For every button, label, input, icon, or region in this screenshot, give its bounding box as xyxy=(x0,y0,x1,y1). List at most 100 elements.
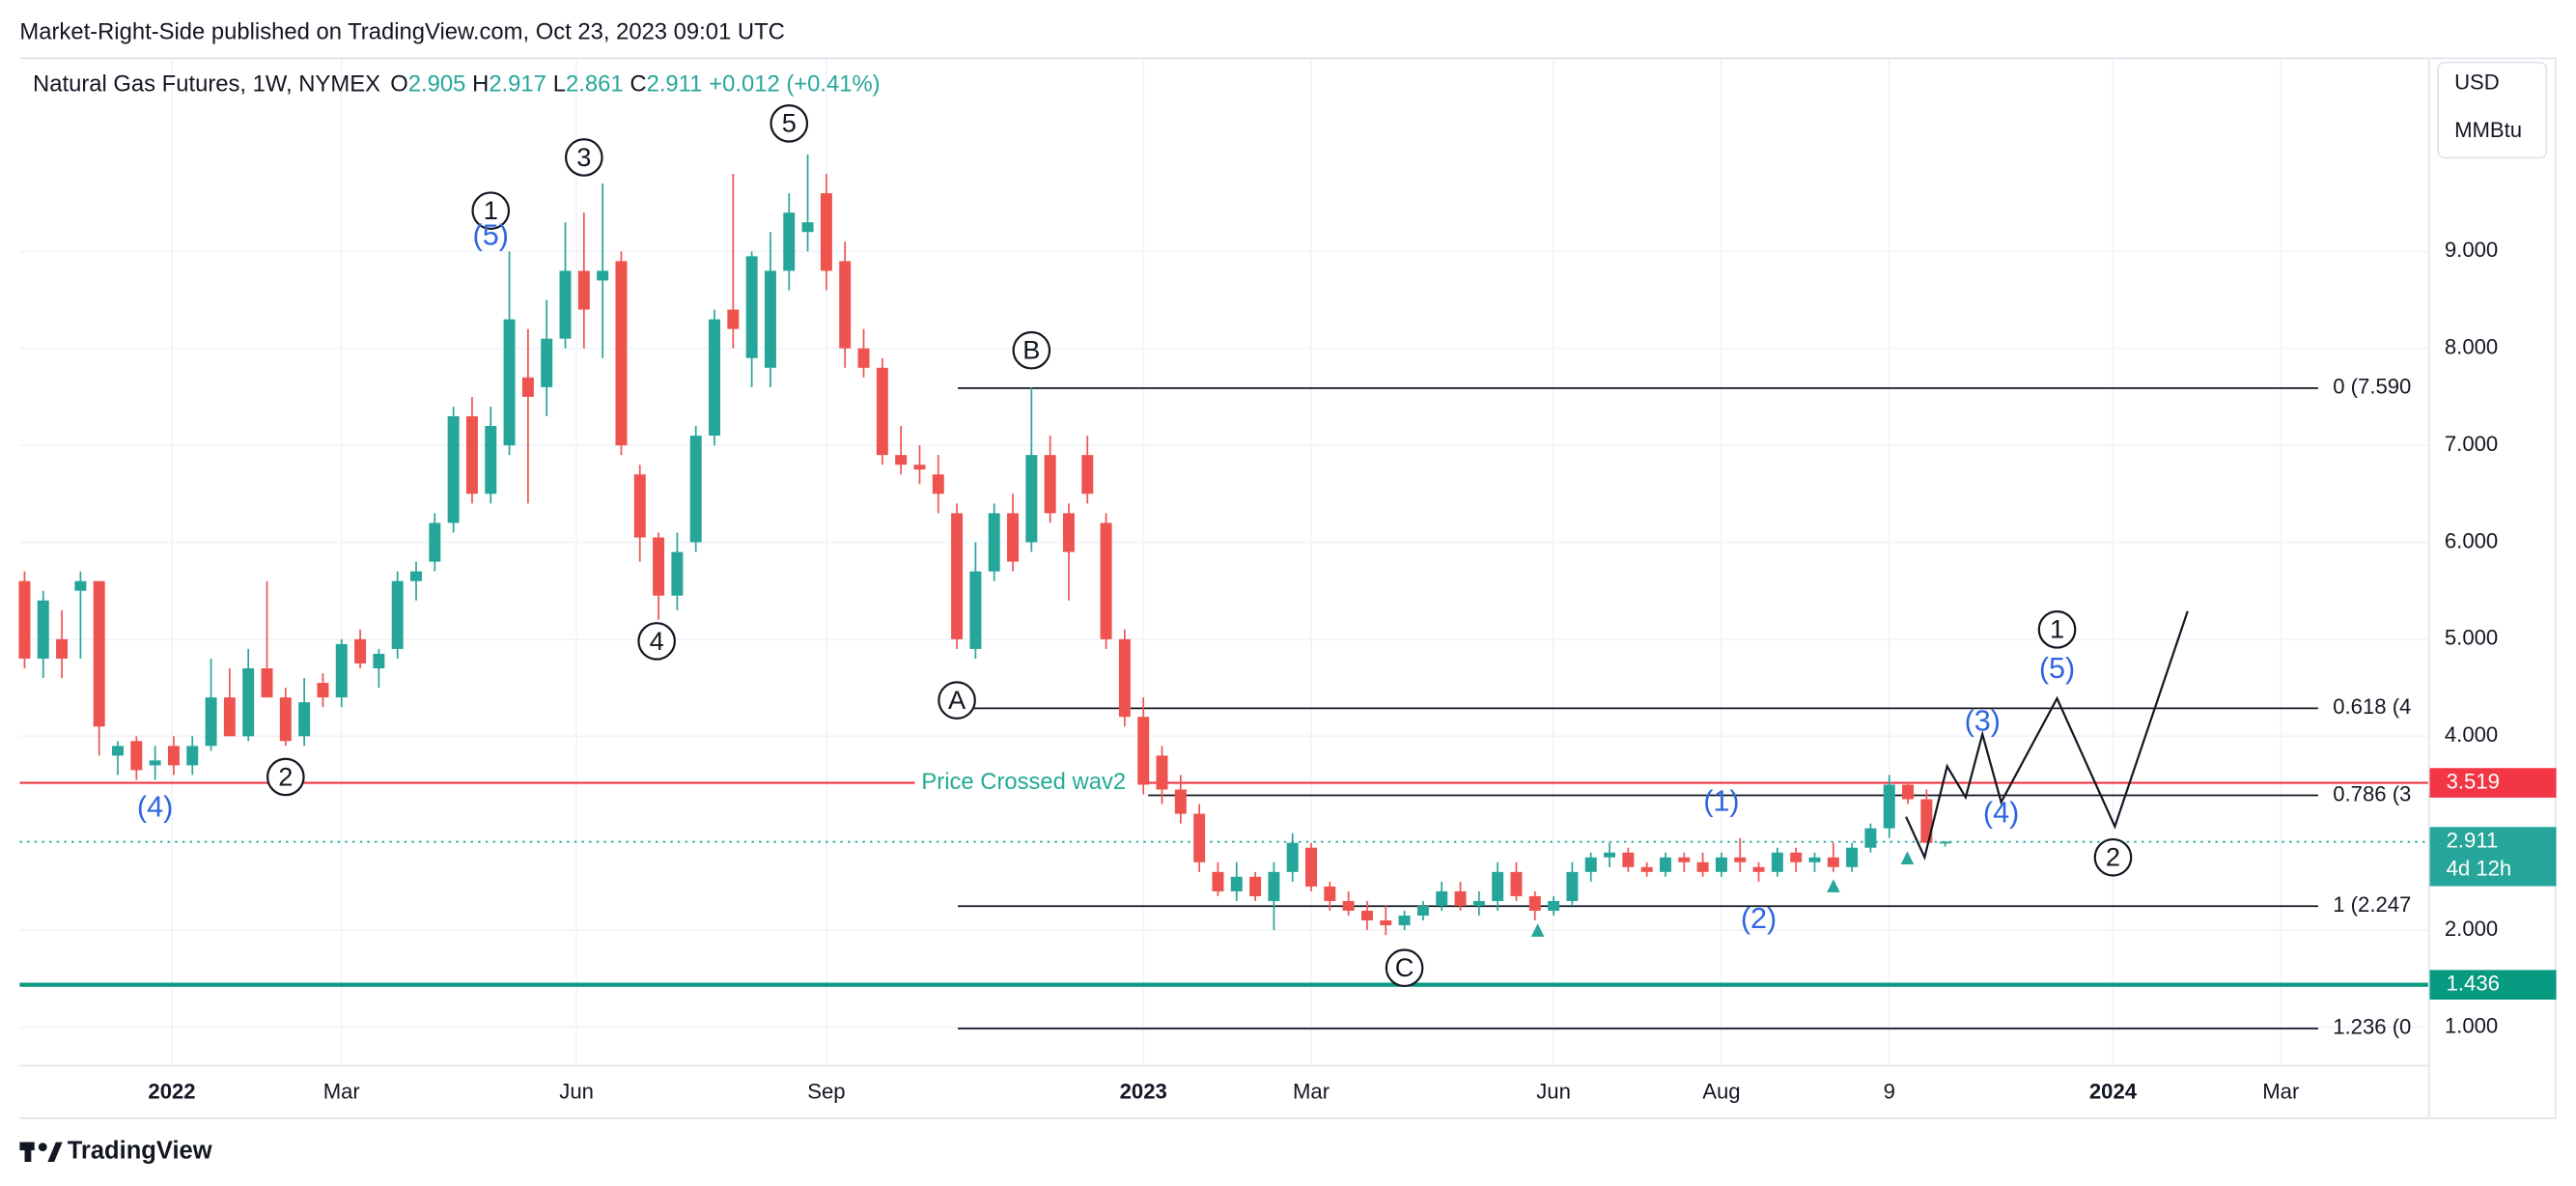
countdown-label: 4d 12h xyxy=(2447,856,2512,880)
projection-path xyxy=(1905,610,2189,861)
candle-body xyxy=(1305,847,1318,887)
publisher: Market-Right-Side published on TradingVi… xyxy=(19,18,784,44)
x-tick-label: Jun xyxy=(559,1079,594,1103)
candle-body xyxy=(149,760,161,766)
candle-body xyxy=(1752,866,1765,872)
legend-key: H xyxy=(472,71,489,98)
candle-body xyxy=(951,513,964,639)
wave-label: 1 xyxy=(2050,614,2064,644)
candle-body xyxy=(1416,905,1429,916)
subwave-label: (2) xyxy=(1741,902,1777,935)
wave-label: A xyxy=(948,685,966,715)
candle-body xyxy=(1137,717,1150,785)
y-tick-label: 9.000 xyxy=(2445,238,2498,262)
candle-body xyxy=(335,643,348,698)
candle-body xyxy=(1771,852,1783,872)
x-tick-label: Jun xyxy=(1536,1079,1571,1103)
candle-body xyxy=(1920,799,1933,843)
candle-body xyxy=(1044,455,1056,514)
candle-body xyxy=(1360,910,1373,921)
price-label-box xyxy=(2429,970,2557,1000)
fib-label: 0.786 (3 xyxy=(2333,781,2411,805)
candle-body xyxy=(37,600,49,659)
candle-body xyxy=(1604,852,1616,858)
fib-label: 1.236 (0 xyxy=(2333,1015,2411,1039)
x-tick-label: Mar xyxy=(323,1079,360,1103)
x-tick-label: Sep xyxy=(807,1079,845,1103)
candle-body xyxy=(112,746,124,756)
price-label: 1.436 xyxy=(2447,972,2500,996)
signal-marker xyxy=(1900,851,1915,865)
wave-label: 5 xyxy=(782,108,797,138)
candle-body xyxy=(541,338,553,387)
candle-body xyxy=(503,319,516,446)
candle-body xyxy=(447,415,460,523)
logo-part xyxy=(24,1142,32,1162)
note: Price Crossed wav2 xyxy=(921,769,1126,795)
candle-body xyxy=(1528,895,1541,911)
candle-body xyxy=(745,256,758,358)
candle-body xyxy=(18,580,31,659)
candle-body xyxy=(1640,866,1653,872)
symbol-header: Natural Gas Futures, 1W, NYMEX O2.905 H2.9… xyxy=(33,71,881,98)
candle-body xyxy=(764,270,776,368)
candle-body xyxy=(1230,876,1243,891)
candle-body xyxy=(1398,915,1411,926)
candle-body xyxy=(839,261,852,349)
candle-body xyxy=(373,653,385,669)
candle-body xyxy=(1939,841,1951,844)
signal-marker xyxy=(1827,879,1840,892)
candle-body xyxy=(1715,857,1727,872)
legend-key: L xyxy=(553,71,566,98)
wave-label: B xyxy=(1022,335,1040,365)
candle-body xyxy=(1566,871,1579,901)
fib-label: 1 (2.247 xyxy=(2333,892,2411,917)
candle-body xyxy=(354,638,367,664)
candle-body xyxy=(261,668,273,698)
subwave-label: (5) xyxy=(2039,652,2075,685)
candle-body xyxy=(633,474,646,538)
logo-part xyxy=(47,1142,63,1162)
candle-body xyxy=(1174,789,1187,814)
subwave-label: (4) xyxy=(137,791,173,824)
candle-body xyxy=(857,348,870,368)
candle-body xyxy=(279,697,292,742)
subwave-label: (5) xyxy=(473,218,509,251)
legend-value: 2.917 xyxy=(489,71,546,98)
unit: MMBtu xyxy=(2454,118,2522,142)
candle-body xyxy=(1492,871,1504,901)
candle-body xyxy=(74,580,87,591)
candle-body xyxy=(1808,857,1821,862)
wave-label: 2 xyxy=(278,761,293,791)
candle-body xyxy=(932,474,944,494)
candle-body xyxy=(876,367,888,456)
wave-label: C xyxy=(1395,952,1414,982)
candle-body xyxy=(1100,522,1112,639)
candle-body xyxy=(186,746,199,766)
wave-label: 1 xyxy=(484,195,498,225)
wave-circle xyxy=(938,681,976,720)
candle-body xyxy=(1696,861,1709,872)
plot: Price Crossed wav2 1 3 5 4 2 B A C 1 2 (5) (4) (1) (2)… xyxy=(18,103,2428,1030)
candle-body xyxy=(689,436,702,543)
candle-body xyxy=(820,193,832,271)
wave-circle xyxy=(2037,610,2077,649)
candle-body xyxy=(1659,857,1671,872)
signal-marker xyxy=(1530,923,1545,937)
candle-body xyxy=(429,522,441,562)
candle-body xyxy=(1324,886,1336,901)
subwave-label: (3) xyxy=(1965,704,2001,737)
y-tick-label: 6.000 xyxy=(2445,528,2498,552)
candle-body xyxy=(485,426,497,494)
legend-value: 2.911 xyxy=(647,71,703,98)
candle-body xyxy=(727,309,740,329)
brand-logo xyxy=(19,1142,63,1162)
candle-body xyxy=(1472,900,1485,906)
candle-body xyxy=(1081,455,1094,494)
candle-body xyxy=(1286,842,1299,872)
wave-circle xyxy=(266,757,305,797)
y-tick-label: 8.000 xyxy=(2445,335,2498,359)
y-tick-label: 4.000 xyxy=(2445,722,2498,747)
price-label-box xyxy=(2429,768,2557,798)
candle-body xyxy=(130,741,143,771)
